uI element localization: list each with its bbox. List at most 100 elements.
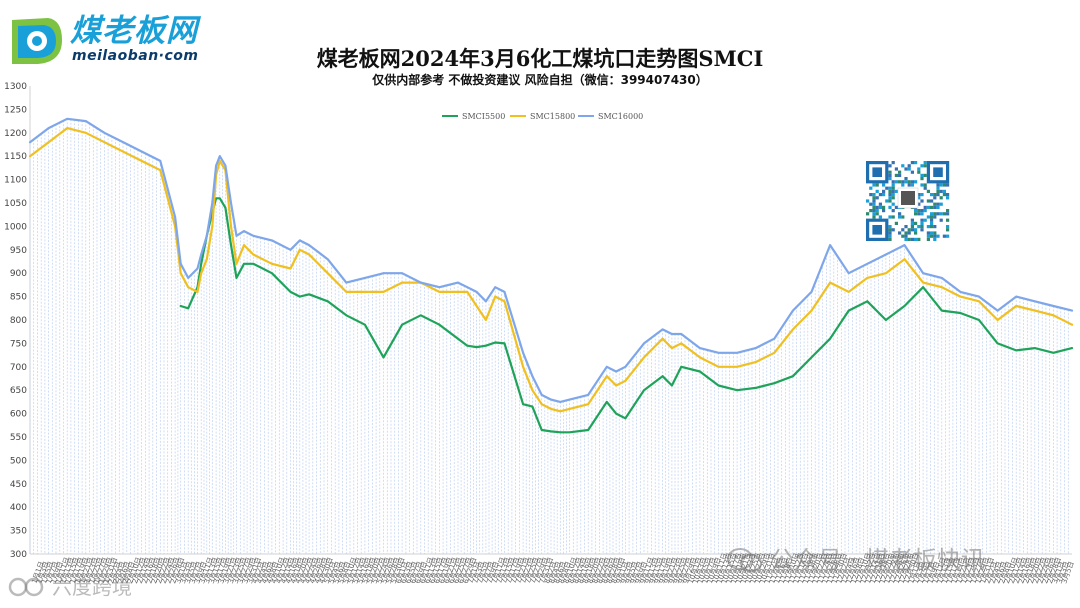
chart-legend: SMCI5500 SMC15800 SMC16000: [442, 112, 643, 121]
chart-axes: 300 350 400 450 500 550 600 650 700 750 800 850 900 9…: [4, 82, 1076, 585]
qr-module: [939, 189, 943, 193]
data-point-smc15800: [29, 155, 31, 158]
data-point-smc16000: [84, 120, 87, 122]
qr-module: [933, 225, 937, 229]
qr-module: [930, 225, 934, 229]
data-point-smc15800: [605, 375, 608, 378]
qr-module: [920, 209, 924, 213]
qr-module: [882, 193, 886, 197]
qr-module: [933, 212, 937, 216]
data-point-smc16000: [568, 398, 571, 401]
qr-module: [930, 221, 934, 225]
data-point-smc16000: [298, 239, 301, 242]
qr-module: [888, 234, 892, 238]
qr-module: [942, 189, 946, 193]
data-point-smc16000: [940, 277, 943, 279]
data-point-smci5500: [200, 262, 203, 265]
data-point-smc15800: [211, 225, 214, 228]
qr-module: [936, 205, 940, 209]
data-point-smc15800: [205, 258, 208, 261]
qr-module: [875, 189, 879, 193]
qr-module: [946, 234, 950, 238]
y-tick-label: 900: [10, 269, 27, 279]
qr-finder-core: [872, 167, 882, 177]
data-point-smci5500: [624, 417, 627, 420]
data-point-smci5500: [615, 412, 617, 415]
data-point-smci5500: [940, 309, 943, 312]
data-point-smci5500: [829, 337, 831, 340]
qr-module: [872, 196, 876, 200]
data-point-smci5500: [438, 323, 441, 326]
qr-module: [923, 164, 927, 168]
qr-module: [923, 173, 927, 177]
qr-module: [923, 218, 927, 222]
qr-module: [888, 177, 892, 181]
data-point-smc16000: [466, 286, 469, 289]
brand-url: meilaoban·com: [72, 48, 199, 64]
y-tick-label: 950: [10, 246, 27, 256]
data-point-smc16000: [531, 375, 534, 378]
qr-module: [882, 189, 886, 193]
qr-module: [898, 173, 902, 177]
data-point-smci5500: [457, 337, 459, 340]
qr-module: [936, 212, 940, 216]
qr-module: [907, 183, 911, 187]
data-point-smc16000: [1071, 309, 1073, 312]
data-point-smc15800: [978, 300, 980, 303]
qr-module: [875, 205, 879, 209]
data-point-smc15800: [179, 272, 182, 275]
data-point-smc15800: [671, 347, 673, 349]
qr-module: [914, 221, 918, 225]
qr-module: [920, 221, 924, 225]
data-point-smc16000: [485, 300, 487, 303]
data-point-smci5500: [717, 384, 720, 387]
data-point-smci5500: [224, 206, 227, 209]
qr-module: [891, 196, 895, 200]
qr-module: [930, 231, 934, 235]
y-tick-label: 600: [10, 410, 27, 420]
data-point-smc15800: [345, 291, 348, 293]
data-point-smc16000: [187, 277, 190, 279]
data-point-smc15800: [159, 169, 162, 172]
data-point-smc16000: [438, 286, 441, 289]
qr-module: [901, 228, 905, 232]
data-point-smc15800: [773, 351, 776, 354]
qr-module: [904, 234, 908, 238]
data-point-smc15800: [485, 319, 487, 321]
wechat-watermark: 公众号 · 煤老板快讯: [726, 545, 1072, 575]
qr-module: [894, 221, 898, 225]
qr-module: [898, 231, 902, 235]
qr-module: [904, 237, 908, 241]
qr-module: [942, 234, 946, 238]
qr-module: [907, 228, 911, 232]
qr-module: [891, 180, 895, 184]
wechat-watermark-text: 公众号 · 煤老板快讯: [770, 546, 985, 574]
qr-module: [910, 180, 914, 184]
qr-module: [946, 228, 950, 232]
data-point-smci5500: [326, 300, 329, 303]
qr-module: [914, 237, 918, 241]
data-point-smc16000: [959, 291, 962, 293]
qr-module: [888, 196, 892, 200]
qr-module: [878, 205, 882, 209]
qr-module: [917, 170, 921, 174]
qr-module: [891, 189, 895, 193]
data-point-smc16000: [457, 281, 459, 284]
data-point-smc15800: [66, 127, 69, 129]
data-point-smc15800: [382, 291, 385, 293]
data-point-smc16000: [736, 351, 738, 354]
wechat-icon: [727, 548, 762, 572]
qr-module: [942, 212, 946, 216]
qr-module: [930, 215, 934, 219]
qr-module: [907, 164, 911, 168]
qr-module: [930, 193, 934, 197]
qr-module: [907, 231, 911, 235]
qr-module: [917, 212, 921, 216]
qr-module: [926, 231, 930, 235]
data-point-smci5500: [810, 356, 813, 359]
qr-module: [898, 170, 902, 174]
qr-module: [882, 205, 886, 209]
data-point-smc15800: [494, 295, 497, 298]
data-point-smc15800: [736, 365, 738, 368]
qr-module: [920, 212, 924, 216]
